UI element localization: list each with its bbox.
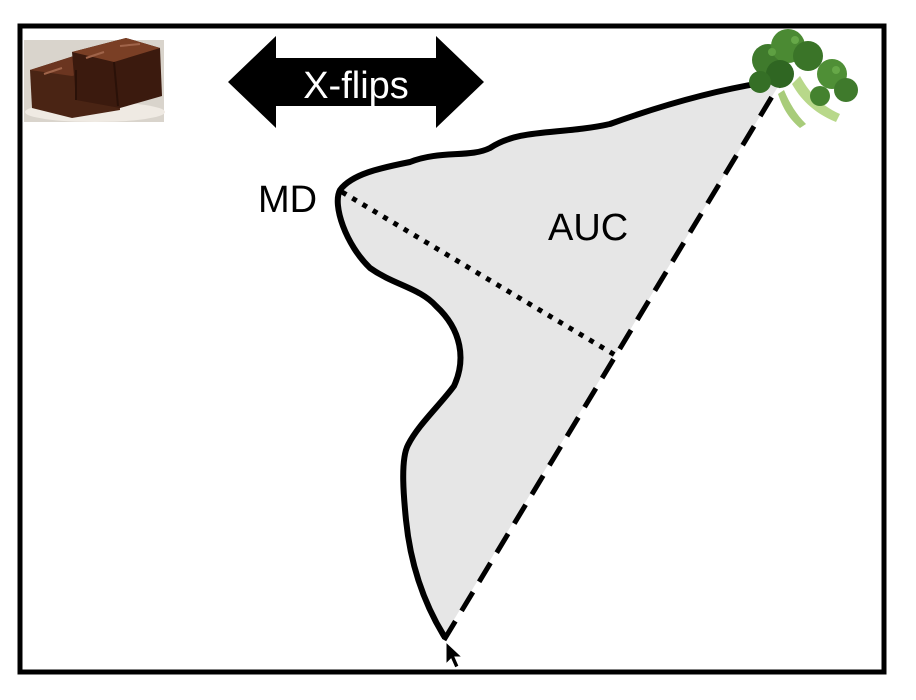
- brownie-image: [24, 38, 165, 122]
- mouse-trajectory: [334, 77, 785, 639]
- cursor-icon: [445, 640, 464, 669]
- md-label: MD: [258, 179, 317, 221]
- auc-shaded-area: [337, 80, 782, 636]
- auc-label: AUC: [548, 207, 628, 249]
- broccoli-image: [749, 29, 858, 128]
- ideal-trajectory: [441, 78, 785, 642]
- x-flips-arrow: X-flips: [228, 36, 484, 128]
- x-flips-label: X-flips: [303, 65, 409, 107]
